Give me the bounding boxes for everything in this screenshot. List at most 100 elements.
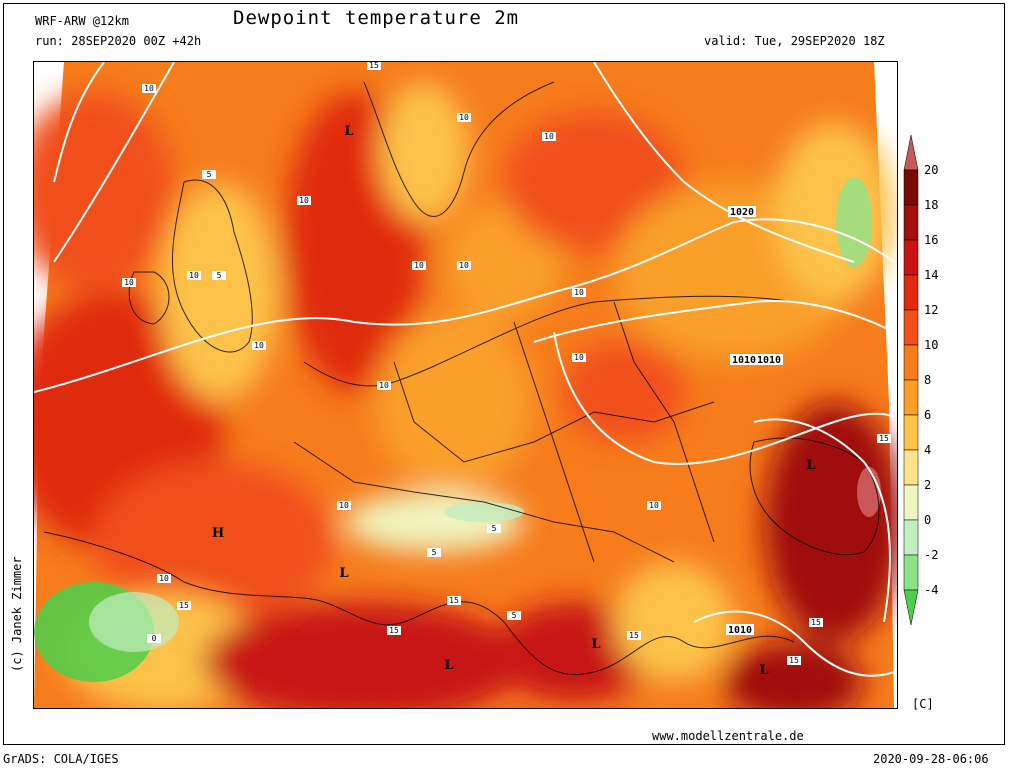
svg-text:1010: 1010 — [757, 355, 781, 366]
legend-swatch — [903, 519, 919, 556]
isodrosotherm-label: 10 — [142, 84, 156, 93]
svg-text:10: 10 — [254, 341, 264, 350]
low-pressure-center: L — [591, 637, 600, 652]
coastline-scandinavia — [363, 81, 555, 217]
low-pressure-center: L — [344, 124, 353, 139]
isobar — [753, 418, 891, 623]
legend-tick-label: 4 — [924, 443, 931, 457]
legend-tick-label: -2 — [924, 548, 938, 562]
svg-text:10: 10 — [299, 196, 309, 205]
svg-text:15: 15 — [879, 434, 889, 443]
field-patch — [564, 342, 684, 442]
isodrosotherm-label: 10 — [572, 353, 586, 362]
legend-cap-top — [903, 134, 919, 171]
coastline-north — [303, 295, 795, 387]
isodrosotherm-label: 5 — [507, 611, 521, 620]
isodrosotherm-label: 5 — [427, 548, 441, 557]
svg-text:5: 5 — [432, 548, 437, 557]
isodrosotherm-label: 5 — [487, 524, 501, 533]
svg-text:10: 10 — [459, 261, 469, 270]
field-patch-dry — [89, 592, 179, 652]
timestamp-label: 2020-09-28-06:06 — [873, 752, 989, 766]
border — [613, 301, 715, 543]
field-patch — [379, 82, 469, 222]
isobar-label: 1010 — [730, 354, 758, 366]
svg-text:5: 5 — [217, 271, 222, 280]
isodrosotherm-label: 10 — [187, 271, 201, 280]
svg-text:15: 15 — [369, 61, 379, 70]
legend-tick-label: -4 — [924, 583, 938, 597]
model-label: WRF-ARW @12km — [35, 14, 129, 28]
field-patch — [344, 492, 524, 552]
svg-text:10: 10 — [544, 132, 554, 141]
svg-text:5: 5 — [492, 524, 497, 533]
legend-tick-label: 18 — [924, 198, 938, 212]
svg-text:1010: 1010 — [732, 355, 756, 366]
isodrosotherm-label: 15 — [367, 61, 381, 70]
isobar — [53, 62, 105, 183]
legend-swatch — [903, 274, 919, 311]
isodrosotherm-label: 10 — [457, 261, 471, 270]
legend-tick-label: 14 — [924, 268, 938, 282]
isobar — [533, 300, 895, 343]
figure-frame — [3, 3, 1005, 745]
legend-tick-label: 6 — [924, 408, 931, 422]
isobar-label: 1010 — [755, 354, 783, 366]
svg-text:15: 15 — [389, 626, 399, 635]
border — [293, 441, 675, 563]
legend-swatch — [903, 204, 919, 241]
isodrosotherm-label: 10 — [157, 574, 171, 583]
svg-text:10: 10 — [159, 574, 169, 583]
field-patch — [374, 312, 534, 492]
low-pressure-center: L — [759, 663, 768, 678]
svg-text:10: 10 — [459, 113, 469, 122]
isodrosotherm-label: 10 — [412, 261, 426, 270]
svg-text:0: 0 — [152, 634, 157, 643]
svg-text:10: 10 — [189, 271, 199, 280]
software-label: GrADS: COLA/IGES — [3, 752, 119, 766]
credit-label: (c) Janek Zimmer — [10, 556, 24, 672]
isobar — [593, 62, 855, 263]
svg-text:10: 10 — [574, 353, 584, 362]
svg-text:1010: 1010 — [728, 625, 752, 636]
field-patch — [204, 602, 524, 708]
legend-tick-label: 10 — [924, 338, 938, 352]
legend-tick-label: 8 — [924, 373, 931, 387]
svg-text:15: 15 — [811, 618, 821, 627]
field-patch — [774, 122, 894, 302]
legend-swatch — [903, 379, 919, 416]
field-patch-dry — [836, 177, 872, 267]
isodrosotherm-label: 10 — [377, 381, 391, 390]
field-patch — [94, 462, 334, 622]
isodrosotherm-label: 15 — [627, 631, 641, 640]
coastline-mediterranean — [43, 531, 795, 676]
isodrosotherm-label: 10 — [337, 501, 351, 510]
legend-swatch — [903, 554, 919, 591]
high-pressure-center: H — [212, 526, 224, 541]
svg-text:10: 10 — [649, 501, 659, 510]
field-patch — [724, 642, 864, 708]
isobar-label: 1010 — [726, 624, 754, 636]
field-patch — [34, 92, 174, 292]
isodrosotherm-label: 10 — [252, 341, 266, 350]
legend-tick-label: 2 — [924, 478, 931, 492]
isobar-label: 1020 — [728, 206, 756, 218]
svg-text:5: 5 — [512, 611, 517, 620]
legend-swatch — [903, 344, 919, 381]
svg-text:5: 5 — [207, 170, 212, 179]
field-patch — [614, 562, 734, 682]
isodrosotherm-label: 5 — [212, 271, 226, 280]
isodrosotherm-label: 15 — [387, 626, 401, 635]
svg-text:10: 10 — [124, 278, 134, 287]
legend-swatch — [903, 449, 919, 486]
legend-swatch — [903, 484, 919, 521]
field-patch — [494, 602, 654, 702]
isobar — [693, 610, 895, 677]
low-pressure-center: L — [339, 566, 348, 581]
legend-tick-label: 16 — [924, 233, 938, 247]
legend-swatch — [903, 239, 919, 276]
legend-cap-bottom — [903, 589, 919, 626]
isodrosotherm-label: 15 — [177, 601, 191, 610]
